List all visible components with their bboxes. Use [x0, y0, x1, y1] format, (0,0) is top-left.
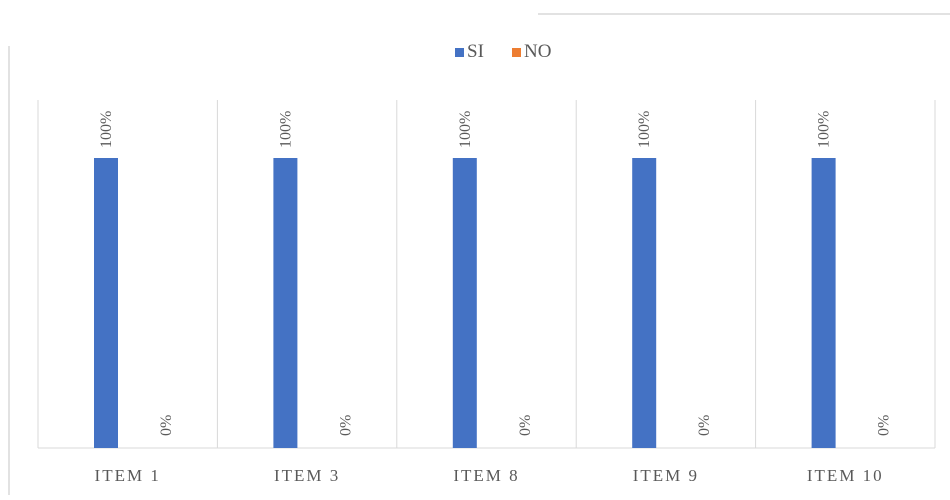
data-label: 0% [158, 415, 175, 436]
legend-swatch-no [512, 48, 521, 57]
x-tick-label: ITEM 8 [453, 466, 519, 485]
legend-label-no: NO [524, 41, 551, 62]
x-axis: ITEM 1 ITEM 3 ITEM 8 ITEM 9 ITEM 10 [95, 466, 884, 485]
bar-si-item-9 [632, 158, 657, 448]
data-label: 100% [277, 111, 294, 148]
legend-label-si: SI [467, 41, 484, 62]
x-tick-label: ITEM 9 [633, 466, 699, 485]
legend: SI NO [455, 41, 551, 62]
data-label: 0% [696, 415, 713, 436]
bar-si-item-1 [94, 158, 118, 448]
data-label: 100% [457, 111, 474, 148]
x-tick-label: ITEM 10 [807, 466, 884, 485]
data-label: 0% [876, 415, 893, 436]
data-label: 100% [98, 111, 115, 148]
gridlines [37, 100, 936, 449]
x-tick-label: ITEM 3 [274, 466, 340, 485]
data-labels: 100% 0% 100% 0% 100% 0% 100% 0% 100% 0% [98, 111, 893, 436]
data-label: 0% [337, 415, 354, 436]
data-label: 100% [816, 111, 833, 148]
data-label: 100% [636, 111, 653, 148]
legend-swatch-si [455, 48, 464, 57]
bars [94, 158, 836, 448]
bar-si-item-3 [273, 158, 298, 448]
x-tick-label: ITEM 1 [95, 466, 161, 485]
data-label: 0% [517, 415, 534, 436]
bar-si-item-10 [811, 158, 836, 448]
bar-si-item-8 [452, 158, 477, 448]
